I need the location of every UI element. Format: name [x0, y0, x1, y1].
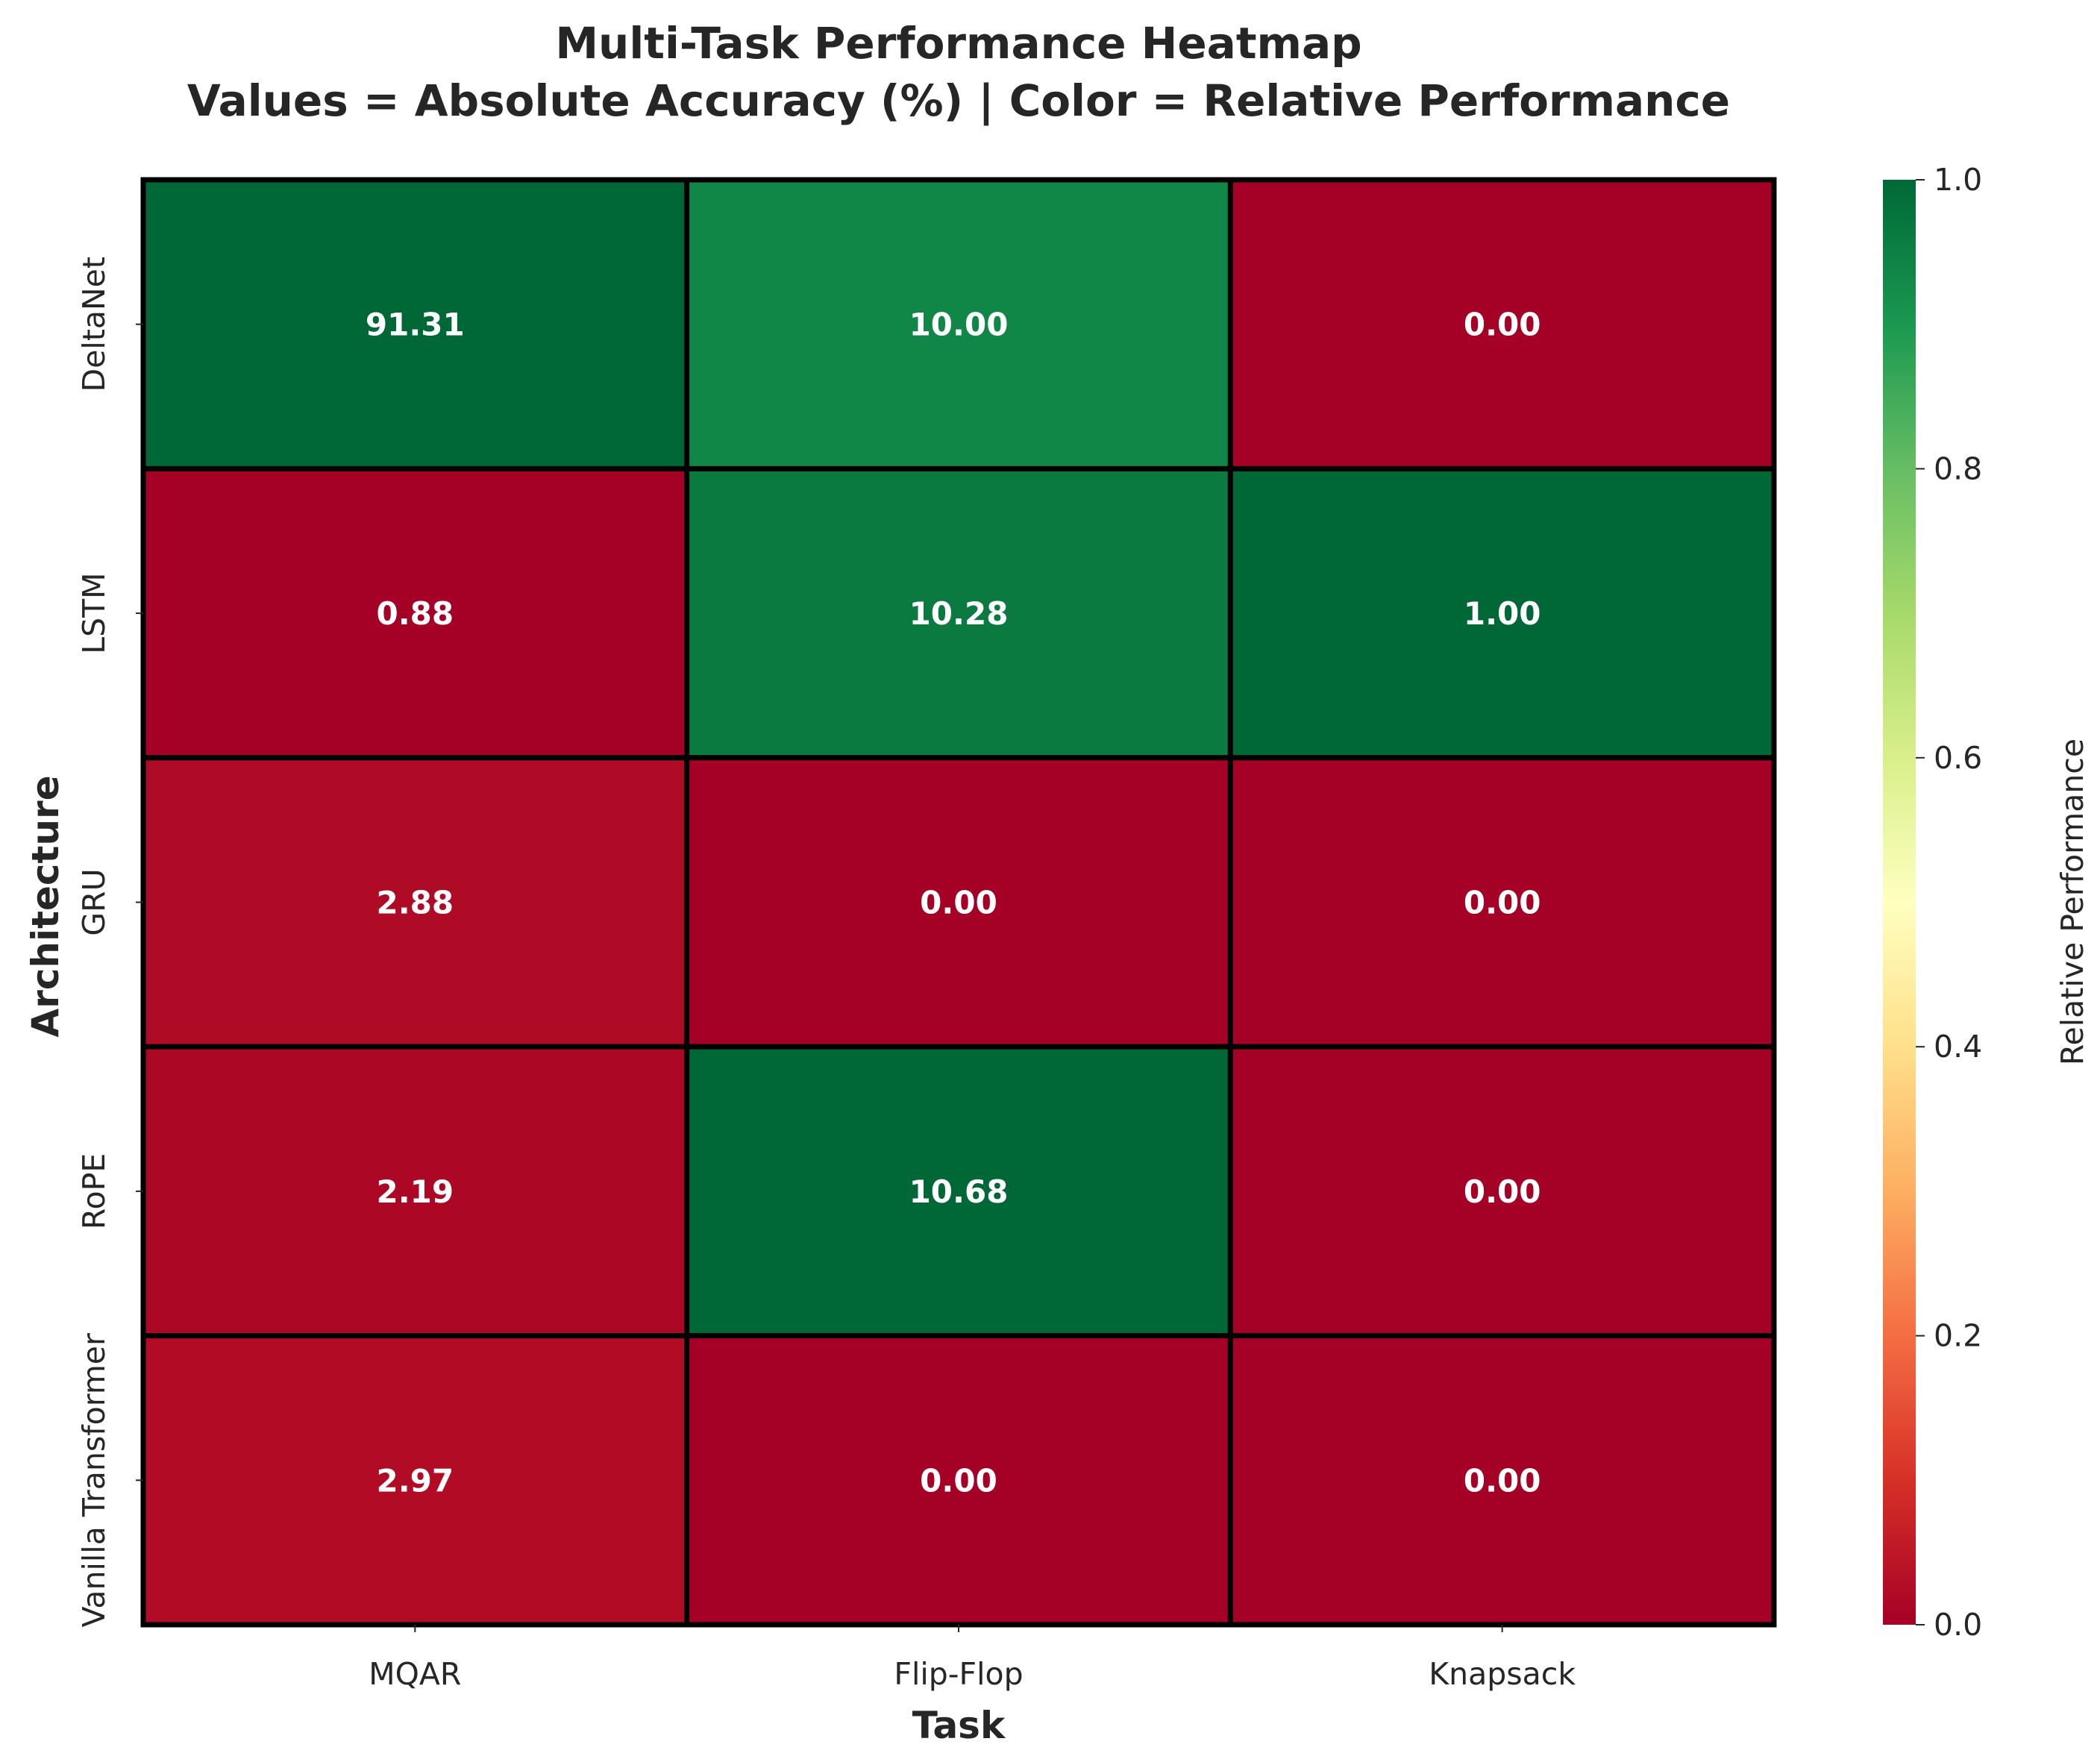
- cell-value-label: 0.00: [1464, 1173, 1541, 1210]
- colorbar-tick-label: 0.4: [1934, 1029, 1982, 1065]
- x-tick-label: MQAR: [369, 1656, 461, 1692]
- colorbar-tick-label: 0.8: [1934, 451, 1982, 486]
- y-tick-label: GRU: [76, 868, 112, 935]
- heatmap-cell: [140, 465, 690, 761]
- y-axis-label: Architecture: [24, 775, 67, 1037]
- colorbar-tick-label: 0.0: [1934, 1607, 1982, 1643]
- y-tick-label: DeltaNet: [76, 257, 112, 392]
- heatmap-cell: [140, 1044, 690, 1339]
- cell-value-label: 91.31: [366, 307, 465, 343]
- cell-value-label: 1.00: [1464, 595, 1541, 632]
- heatmap-cell: [684, 177, 1233, 471]
- cell-value-label: 2.97: [377, 1462, 454, 1499]
- heatmap-cell: [684, 1333, 1233, 1628]
- heatmap-cell: [1227, 1044, 1777, 1339]
- y-tick-label: RoPE: [76, 1153, 112, 1229]
- colorbar-tick-label: 0.2: [1934, 1318, 1982, 1354]
- colorbar-tick-label: 0.6: [1934, 740, 1982, 776]
- cell-value-label: 10.28: [909, 595, 1009, 632]
- cell-value-label: 10.68: [909, 1173, 1009, 1210]
- cell-value-label: 0.00: [1464, 1462, 1541, 1499]
- heatmap-cells: [140, 177, 1777, 1628]
- colorbar: [1883, 180, 1916, 1625]
- x-tick-label: Knapsack: [1429, 1656, 1576, 1692]
- chart-subtitle: Values = Absolute Accuracy (%) | Color =…: [187, 75, 1730, 126]
- cell-value-label: 10.00: [909, 307, 1009, 343]
- x-axis-label: Task: [912, 1704, 1006, 1747]
- y-tick-label: LSTM: [76, 572, 112, 653]
- heatmap-cell: [1227, 465, 1777, 761]
- cell-value-label: 0.88: [377, 595, 454, 632]
- cell-value-label: 0.00: [1464, 885, 1541, 921]
- cell-value-label: 0.00: [920, 885, 997, 921]
- x-tick-label: Flip-Flop: [894, 1656, 1023, 1692]
- heatmap-cell: [1227, 1333, 1777, 1628]
- cell-value-label: 2.88: [377, 885, 454, 921]
- x-tick-labels: MQAR Flip-Flop Knapsack: [369, 1625, 1576, 1692]
- cell-value-label: 0.00: [920, 1462, 997, 1499]
- heatmap-cell: [1227, 177, 1777, 471]
- y-tick-label: Vanilla Transformer: [76, 1333, 112, 1627]
- cell-value-label: 0.00: [1464, 307, 1541, 343]
- y-tick-labels: DeltaNet LSTM GRU RoPE Vanilla Transformer: [76, 257, 143, 1627]
- heatmap-cell: [684, 755, 1233, 1050]
- colorbar-ticks: 0.0 0.2 0.4 0.6 0.8 1.0: [1916, 162, 1982, 1643]
- chart-title: Multi-Task Performance Heatmap: [555, 18, 1361, 69]
- colorbar-label: Relative Performance: [2054, 739, 2090, 1065]
- cell-value-label: 2.19: [377, 1173, 454, 1210]
- colorbar-tick-label: 1.0: [1934, 162, 1982, 198]
- heatmap-cell-labels: 91.31 10.00 0.00 0.88 10.28 1.00 2.88 0.00 0.00 2…: [366, 307, 1541, 1499]
- heatmap-cell: [140, 177, 690, 471]
